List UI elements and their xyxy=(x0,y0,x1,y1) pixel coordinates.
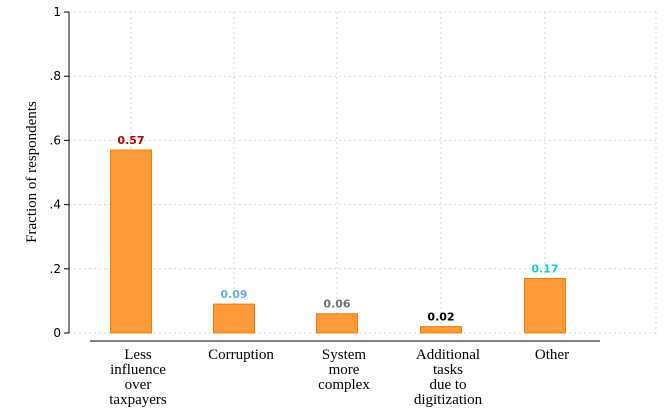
y-tick-label: 1 xyxy=(53,5,61,19)
y-tick-label: .2 xyxy=(50,262,61,276)
bars xyxy=(110,149,566,334)
y-tick-label: .8 xyxy=(50,69,61,83)
y-tick-label: .6 xyxy=(50,133,61,147)
x-category-label: Additional tasks due to digitization xyxy=(414,347,483,408)
y-axis-title: Fraction of respondents xyxy=(24,101,40,243)
bar xyxy=(524,277,566,334)
y-tick-label: .4 xyxy=(50,198,61,212)
bar-value-label: 0.09 xyxy=(220,288,247,301)
y-tick-label: 0 xyxy=(53,326,61,340)
bar xyxy=(110,149,152,334)
x-category-label: Corruption xyxy=(208,347,274,363)
bar xyxy=(213,303,255,334)
x-category-label: System more complex xyxy=(318,347,370,393)
axes: 0 .2 .4 .6 .8 1 xyxy=(50,5,600,342)
bar xyxy=(316,313,358,334)
labels: 0.57 Less influence over taxpayers 0.09 Corrup… xyxy=(109,134,569,408)
gridlines xyxy=(69,11,657,334)
bar-value-label: 0.06 xyxy=(323,298,350,311)
x-category-label: Other xyxy=(535,347,569,363)
bar xyxy=(420,326,462,334)
x-category-label: Less influence over taxpayers xyxy=(109,347,167,408)
bar-value-label: 0.57 xyxy=(117,134,144,147)
bar-value-label: 0.17 xyxy=(531,262,558,275)
bar-value-label: 0.02 xyxy=(427,311,454,324)
